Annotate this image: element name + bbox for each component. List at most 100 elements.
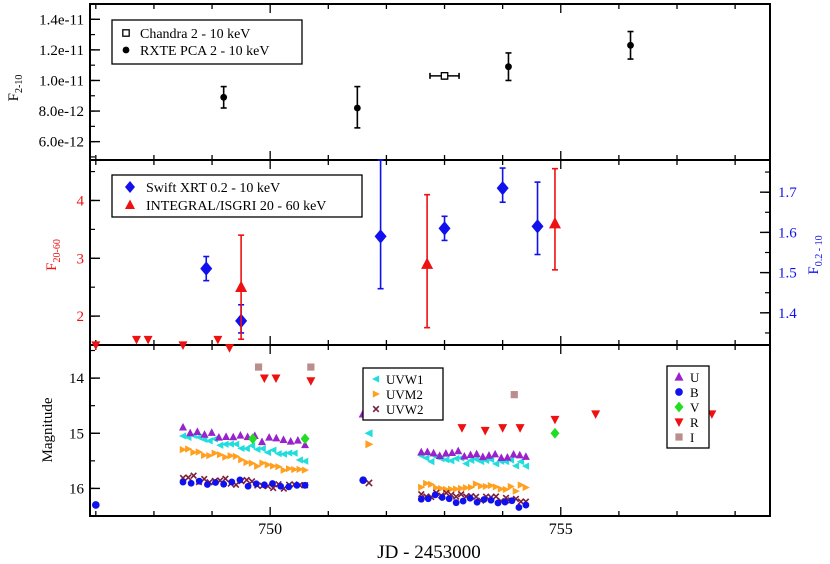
- middle-ylabel-right: F0.2 - 10: [806, 235, 825, 274]
- data-point: [190, 448, 198, 457]
- data-point: [224, 344, 234, 353]
- data-point: [279, 435, 288, 443]
- data-point: [477, 482, 486, 490]
- data-point: [232, 440, 240, 448]
- legend-marker: [372, 375, 380, 383]
- data-point: [291, 465, 299, 474]
- data-point: [501, 498, 509, 506]
- data-point: [497, 485, 505, 493]
- data-point: [478, 452, 487, 461]
- y-tick-label: 1.2e-11: [39, 43, 84, 59]
- series-chandra-2-10-kev: [429, 72, 460, 80]
- data-point: [466, 494, 474, 502]
- data-point: [442, 489, 450, 497]
- x-tick-label: 750: [258, 521, 282, 538]
- data-point: [206, 452, 214, 460]
- data-point: [228, 478, 236, 486]
- data-point: [438, 484, 446, 493]
- data-point: [452, 454, 460, 463]
- y-tick-label: 4: [77, 193, 85, 209]
- data-point: [496, 180, 509, 196]
- legend-label: INTEGRAL/ISGRI 20 - 60 keV: [146, 199, 326, 214]
- legend-label: U: [690, 370, 700, 385]
- data-point: [236, 431, 245, 439]
- legend-marker: [674, 401, 684, 413]
- data-point: [216, 451, 225, 459]
- data-point: [429, 448, 438, 457]
- data-point: [494, 499, 502, 507]
- y-tick-label: 2: [77, 309, 85, 325]
- data-point: [290, 449, 298, 457]
- data-point: [306, 377, 316, 386]
- data-point: [91, 341, 101, 350]
- y-tick-label: 1.4: [778, 306, 797, 322]
- data-point: [279, 450, 288, 458]
- data-point: [421, 257, 434, 269]
- legend-marker: [674, 418, 684, 427]
- data-point: [487, 455, 495, 464]
- data-point: [301, 466, 310, 474]
- data-point: [374, 229, 387, 244]
- data-point: [236, 476, 244, 484]
- data-point: [448, 448, 457, 457]
- data-point: [472, 449, 481, 458]
- y-tick-label: 1.0e-11: [39, 73, 84, 89]
- y-tick-label: 3: [77, 251, 85, 267]
- data-point: [418, 483, 426, 491]
- data-point: [178, 432, 187, 440]
- data-point: [467, 483, 476, 491]
- data-point: [221, 440, 229, 448]
- data-point: [503, 452, 512, 461]
- middle-ylabel-left: F20-60: [44, 239, 63, 271]
- data-point: [307, 363, 315, 371]
- data-point: [508, 497, 516, 505]
- data-point: [220, 480, 228, 488]
- data-point: [472, 493, 480, 501]
- data-point: [521, 462, 530, 470]
- data-point: [548, 216, 561, 229]
- data-point: [200, 261, 213, 276]
- data-point: [214, 433, 223, 441]
- axis-ticks: 750 755 6.0e-12 8.0e-12 1.0e-11 1.2e-11 1.4e-1…: [39, 3, 797, 538]
- data-point: [517, 498, 525, 506]
- data-point: [498, 424, 508, 433]
- data-point: [509, 450, 518, 458]
- data-point: [452, 499, 460, 507]
- data-point: [235, 280, 248, 292]
- data-point: [522, 501, 530, 509]
- legend-marker: [675, 433, 683, 441]
- top-ylabel: F2-10: [6, 75, 25, 102]
- y-tick-label: 16: [69, 481, 85, 497]
- data-point: [285, 449, 293, 457]
- series-b: [91, 476, 530, 511]
- legend-marker: [122, 46, 130, 54]
- data-point: [487, 496, 495, 504]
- legend-box: [111, 19, 303, 65]
- legend-marker: [675, 388, 683, 396]
- data-point: [193, 427, 202, 436]
- data-point: [438, 221, 451, 236]
- legend-label: I: [690, 430, 694, 445]
- legend-middle: Swift XRT 0.2 - 10 keV INTEGRAL/ISGRI 20 …: [111, 174, 363, 218]
- data-point: [301, 481, 309, 489]
- data-point: [492, 483, 501, 491]
- data-point: [258, 445, 266, 453]
- legend-marker: [125, 181, 135, 193]
- data-point: [248, 459, 256, 467]
- data-point: [438, 494, 446, 501]
- data-point: [254, 462, 262, 470]
- data-point: [462, 460, 470, 468]
- data-point: [272, 433, 281, 442]
- data-point: [285, 483, 293, 491]
- y-tick-label: 1.5: [778, 266, 797, 282]
- data-point: [91, 501, 100, 509]
- data-point: [143, 335, 153, 345]
- legend-label: UVW1: [386, 372, 424, 387]
- data-point: [263, 448, 272, 457]
- data-point: [186, 428, 195, 437]
- data-point: [457, 424, 467, 433]
- data-point: [442, 456, 450, 464]
- data-point: [452, 493, 460, 500]
